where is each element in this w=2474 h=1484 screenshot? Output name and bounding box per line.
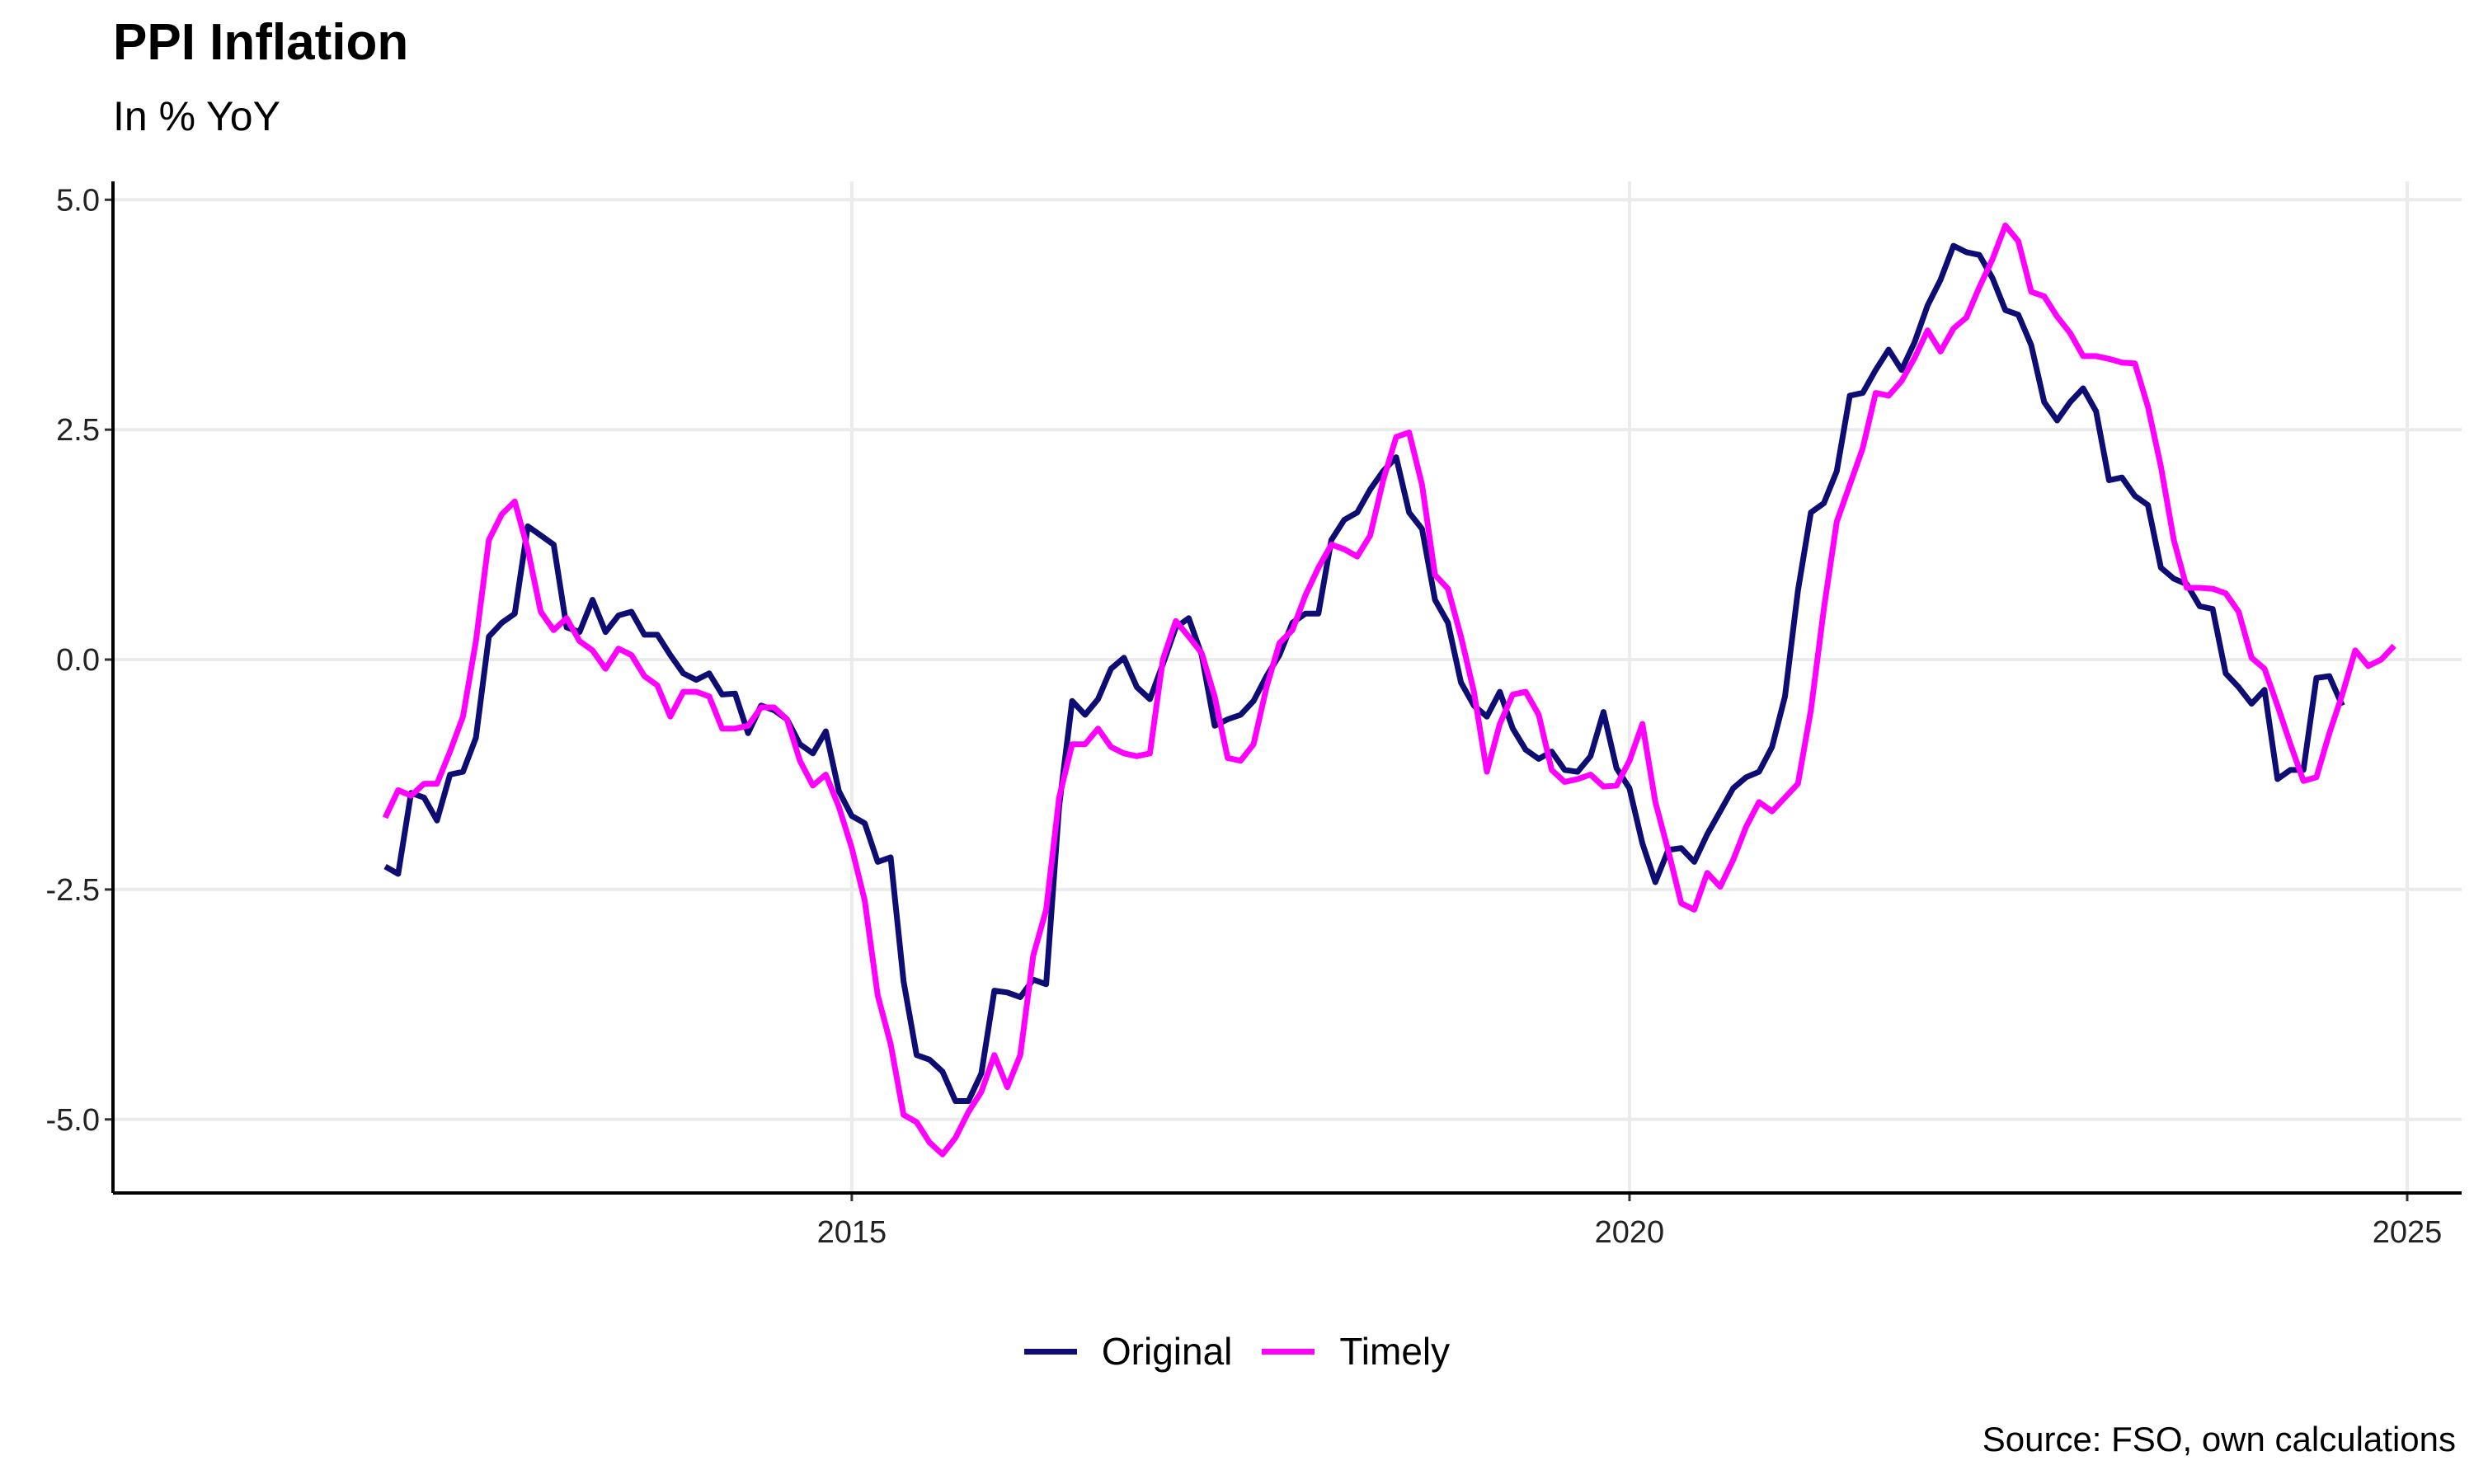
x-tick-label: 2020 — [1595, 1215, 1665, 1250]
axes — [105, 181, 2462, 1201]
series-line-original — [383, 242, 2345, 1104]
series-lines — [382, 223, 2396, 1158]
y-tick-label: 5.0 — [56, 183, 100, 218]
legend: Original Timely — [0, 1329, 2474, 1374]
y-tick-label: -5.0 — [46, 1103, 100, 1138]
legend-swatch-original — [1023, 1348, 1077, 1355]
source-note: Source: FSO, own calculations — [1982, 1420, 2456, 1458]
legend-item-timely: Timely — [1262, 1329, 1450, 1374]
chart-title: PPI Inflation — [113, 14, 409, 71]
legend-swatch-timely — [1262, 1348, 1315, 1355]
y-tick-label: 2.5 — [56, 413, 100, 448]
grid-lines — [113, 181, 2462, 1193]
x-tick-label: 2015 — [817, 1215, 887, 1250]
chart-subtitle: In % YoY — [113, 93, 280, 139]
tick-labels: -5.0 -2.5 0.0 2.5 5.0 2015 2020 2025 — [46, 183, 2443, 1250]
legend-label-timely: Timely — [1339, 1330, 1451, 1373]
x-tick-label: 2025 — [2373, 1215, 2443, 1250]
legend-item-original: Original — [1023, 1329, 1233, 1374]
series-line-timely — [382, 223, 2396, 1158]
y-tick-label: 0.0 — [56, 643, 100, 678]
legend-label-original: Original — [1101, 1330, 1233, 1373]
y-tick-label: -2.5 — [46, 873, 100, 908]
